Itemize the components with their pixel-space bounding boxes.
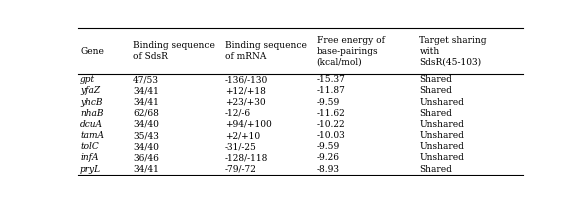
Text: Unshared: Unshared <box>420 131 464 140</box>
Text: -11.87: -11.87 <box>316 86 345 95</box>
Text: Shared: Shared <box>420 165 452 174</box>
Text: -9.26: -9.26 <box>316 153 339 162</box>
Text: Binding sequence
of SdsR: Binding sequence of SdsR <box>133 41 215 61</box>
Text: gpt: gpt <box>80 75 95 84</box>
Text: yhcB: yhcB <box>80 98 103 107</box>
Text: 34/41: 34/41 <box>133 98 159 107</box>
Text: nhaB: nhaB <box>80 109 104 118</box>
Text: 34/40: 34/40 <box>133 142 159 151</box>
Text: -31/-25: -31/-25 <box>224 142 257 151</box>
Text: +2/+10: +2/+10 <box>224 131 260 140</box>
Text: +23/+30: +23/+30 <box>224 98 265 107</box>
Text: -10.03: -10.03 <box>316 131 345 140</box>
Text: 35/43: 35/43 <box>133 131 159 140</box>
Text: +12/+18: +12/+18 <box>224 86 265 95</box>
Text: dcuA: dcuA <box>80 120 103 129</box>
Text: Unshared: Unshared <box>420 98 464 107</box>
Text: 47/53: 47/53 <box>133 75 159 84</box>
Text: Free energy of
base-pairings
(kcal/mol): Free energy of base-pairings (kcal/mol) <box>316 36 384 67</box>
Text: Target sharing
with
SdsR(45-103): Target sharing with SdsR(45-103) <box>420 36 487 67</box>
Text: -8.93: -8.93 <box>316 165 339 174</box>
Text: Shared: Shared <box>420 75 452 84</box>
Text: tamA: tamA <box>80 131 104 140</box>
Text: yfaZ: yfaZ <box>80 86 100 95</box>
Text: -10.22: -10.22 <box>316 120 345 129</box>
Text: -79/-72: -79/-72 <box>224 165 257 174</box>
Text: -136/-130: -136/-130 <box>224 75 268 84</box>
Text: -9.59: -9.59 <box>316 142 340 151</box>
Text: Shared: Shared <box>420 86 452 95</box>
Text: 36/46: 36/46 <box>133 153 159 162</box>
Text: Binding sequence
of mRNA: Binding sequence of mRNA <box>224 41 306 61</box>
Text: 34/41: 34/41 <box>133 165 159 174</box>
Text: -11.62: -11.62 <box>316 109 345 118</box>
Text: -15.37: -15.37 <box>316 75 345 84</box>
Text: Unshared: Unshared <box>420 142 464 151</box>
Text: 34/40: 34/40 <box>133 120 159 129</box>
Text: Unshared: Unshared <box>420 120 464 129</box>
Text: infA: infA <box>80 153 98 162</box>
Text: tolC: tolC <box>80 142 99 151</box>
Text: +94/+100: +94/+100 <box>224 120 271 129</box>
Text: Gene: Gene <box>80 47 104 56</box>
Text: pryL: pryL <box>80 165 101 174</box>
Text: -9.59: -9.59 <box>316 98 340 107</box>
Text: Shared: Shared <box>420 109 452 118</box>
Text: -128/-118: -128/-118 <box>224 153 268 162</box>
Text: 62/68: 62/68 <box>133 109 159 118</box>
Text: -12/-6: -12/-6 <box>224 109 251 118</box>
Text: Unshared: Unshared <box>420 153 464 162</box>
Text: 34/41: 34/41 <box>133 86 159 95</box>
